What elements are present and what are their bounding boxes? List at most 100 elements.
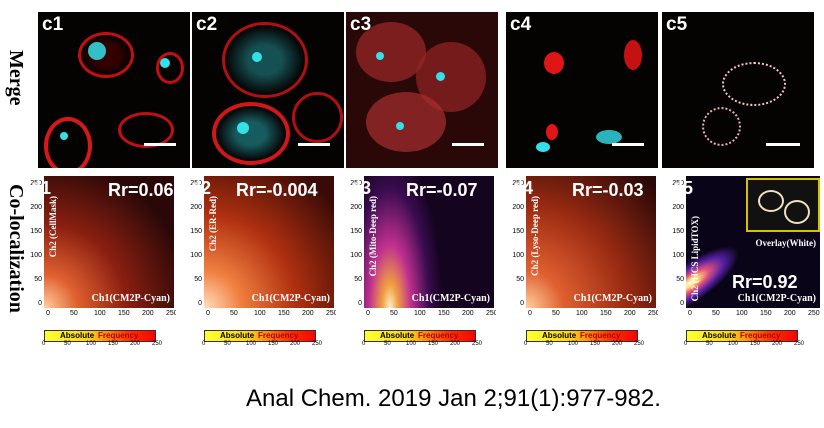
x-axis-d5: 0 50 100 150 200 250 [686,308,820,320]
x-tick-label: 0 [528,310,532,317]
x-tick-label: 0 [46,310,50,317]
x-tick-label: 150 [118,310,130,317]
legend-tick-label: 50 [64,341,71,347]
micrograph-c1: c1 [38,12,190,168]
y-tick-label: 100 [672,252,684,259]
legend-tick-label: 50 [706,341,713,347]
panel-label-d2: d2 [190,178,212,198]
x-tick-label: 150 [438,310,450,317]
y-tick-label: 150 [350,228,362,235]
legend-tick-label: 200 [772,341,783,347]
legend-frequency: Frequency [98,331,139,340]
legend-absolute: Absolute [220,331,255,340]
x-axis-d1: 0 50 100 150 200 250 [44,308,176,320]
legend-tick-label: 250 [472,341,483,347]
legend-tick-label: 250 [152,341,163,347]
x-tick-label: 250 [808,310,820,317]
legend-tick-label: 150 [268,341,279,347]
panel-label-c3: c3 [350,14,372,35]
legend-tick-label: 200 [612,341,623,347]
x-axis-d3: 0 50 100 150 200 250 [364,308,496,320]
y-tick-label: 100 [350,252,362,259]
x-tick-label: 150 [600,310,612,317]
x-tick-label: 200 [142,310,154,317]
panel-label-d4: d4 [512,178,534,198]
legend-tick-label: 250 [634,341,645,347]
x-tick-label: 0 [688,310,692,317]
y-tick-label: 0 [198,300,202,307]
y-tick-label: 200 [30,204,42,211]
micrograph-c5: c5 [662,12,814,168]
scatter-d2: 0 50 100 150 200 250 0 50 100 150 200 250 d2 Rr=-0… [184,176,336,320]
panel-label-d3: d3 [350,178,372,198]
scatter-d4: 0 50 100 150 200 250 0 50 100 150 200 250 d4 Rr=-0… [506,176,658,320]
legend-tick-label: 0 [524,341,528,347]
y-tick-label: 50 [354,276,362,283]
y-tick-label: 0 [520,300,524,307]
rr-value-d4: Rr=-0.03 [572,180,644,200]
y-tick-label: 0 [38,300,42,307]
panel-label-c1: c1 [42,14,64,35]
legend-d2: Absolute Frequency 0 50 100 150 200 250 [198,330,330,347]
legend-tick-label: 50 [546,341,553,347]
x-axis-d4: 0 50 100 150 200 250 [526,308,658,320]
x-tick-label: 100 [736,310,748,317]
panel-label-c2: c2 [196,14,218,35]
x-tick-label: 50 [552,310,560,317]
x-tick-label: 0 [366,310,370,317]
panel-label-d5: d5 [672,178,694,198]
x-tick-label: 100 [254,310,266,317]
ch2-label-d1: Ch2 (CellMask) [48,196,58,258]
y-tick-label: 100 [30,252,42,259]
legend-tick-label: 100 [86,341,97,347]
ch2-label-d4: Ch2 (Lyso-Deep red) [530,196,540,276]
y-tick-label: 50 [34,276,42,283]
legend-tick-label: 50 [384,341,391,347]
rr-value-d1: Rr=0.06 [108,180,174,200]
legend-tick-label: 150 [590,341,601,347]
legend-tick-label: 100 [728,341,739,347]
rr-value-d5: Rr=0.92 [732,272,798,292]
x-tick-label: 150 [760,310,772,317]
legend-frequency: Frequency [580,331,621,340]
y-tick-label: 0 [680,300,684,307]
x-tick-label: 200 [462,310,474,317]
y-tick-label: 150 [30,228,42,235]
micrograph-c4: c4 [506,12,658,168]
x-tick-label: 0 [206,310,210,317]
row-label-merge: Merge [5,50,27,106]
y-tick-label: 150 [190,228,202,235]
legend-d5: Absolute Frequency 0 50 100 150 200 250 [680,330,812,347]
x-tick-label: 100 [414,310,426,317]
legend-tick-label: 100 [568,341,579,347]
y-tick-label: 0 [358,300,362,307]
legend-frequency: Frequency [258,331,299,340]
x-tick-label: 250 [486,310,496,317]
legend-d4: Absolute Frequency 0 50 100 150 200 250 [520,330,652,347]
legend-tick-label: 200 [290,341,301,347]
legend-absolute: Absolute [60,331,95,340]
panel-label-d1: d1 [30,178,52,198]
legend-tick-label: 100 [406,341,417,347]
panel-label-c4: c4 [510,14,532,35]
legend-absolute: Absolute [380,331,415,340]
y-axis-d1: 0 50 100 150 200 250 [24,176,44,308]
legend-tick-label: 150 [750,341,761,347]
ch1-label-d1: Ch1(CM2P-Cyan) [91,293,170,304]
x-tick-label: 50 [70,310,78,317]
scatter-d3: 0 50 100 150 200 250 0 50 100 150 200 250 d3 Rr=-0… [344,176,496,320]
y-tick-label: 200 [672,204,684,211]
legend-tick-label: 250 [312,341,323,347]
micrograph-c3: c3 [346,12,498,168]
y-tick-label: 250 [190,180,202,187]
legend-frequency: Frequency [418,331,459,340]
ch1-label-d4: Ch1(CM2P-Cyan) [573,293,652,304]
x-tick-label: 250 [648,310,658,317]
x-tick-label: 150 [278,310,290,317]
ch1-label-d3: Ch1(CM2P-Cyan) [411,293,490,304]
y-tick-label: 50 [516,276,524,283]
x-tick-label: 50 [390,310,398,317]
ch2-label-d5: Ch2 (HCS LipidTOX) [690,216,700,302]
ch2-label-d2: Ch2 (ER-Red) [208,196,218,252]
legend-tick-label: 150 [108,341,119,347]
